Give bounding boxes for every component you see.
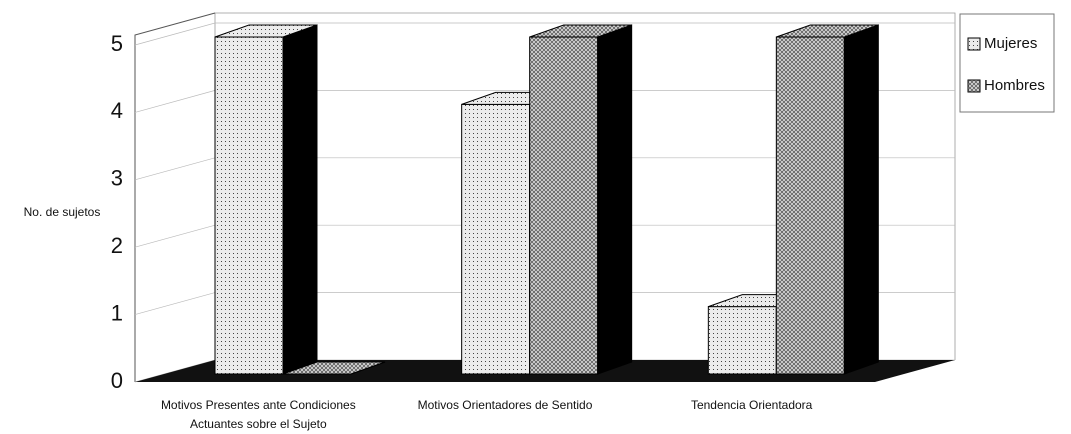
legend-label: Hombres xyxy=(984,77,1045,94)
bar-front xyxy=(461,103,531,375)
x-tick-label: Motivos Presentes ante Condiciones Actua… xyxy=(160,398,356,431)
x-tick-label: Tendencia Orientadora xyxy=(690,398,813,412)
bar xyxy=(775,24,879,375)
y-tick-label: 1 xyxy=(111,300,123,325)
legend-swatch xyxy=(967,79,981,93)
legend-swatch xyxy=(967,37,981,51)
bar-top xyxy=(282,361,386,375)
side-wall xyxy=(134,12,216,382)
bar xyxy=(214,24,318,375)
bar-top xyxy=(776,24,879,38)
bar-top xyxy=(214,24,318,38)
bar-side xyxy=(843,24,879,375)
y-tick-label: 3 xyxy=(111,166,123,191)
bar-front xyxy=(529,36,599,375)
y-axis-label: No. de sujetos xyxy=(24,205,101,219)
bar-front xyxy=(707,306,777,375)
bar xyxy=(282,361,386,375)
bar-side xyxy=(282,24,318,375)
y-tick-label: 5 xyxy=(111,31,123,56)
x-tick-label: Motivos Orientadores de Sentido xyxy=(417,398,593,412)
bar-front xyxy=(214,36,284,375)
bar-side xyxy=(597,24,633,375)
y-tick-label: 2 xyxy=(111,233,123,258)
legend-label: Mujeres xyxy=(984,35,1037,52)
y-tick-label: 4 xyxy=(111,98,123,123)
y-tick-label: 0 xyxy=(111,368,123,393)
bar-top xyxy=(529,24,632,38)
legend-box xyxy=(959,13,1055,113)
bar-front xyxy=(775,36,845,375)
grid-line xyxy=(134,22,955,46)
bar xyxy=(529,24,633,375)
